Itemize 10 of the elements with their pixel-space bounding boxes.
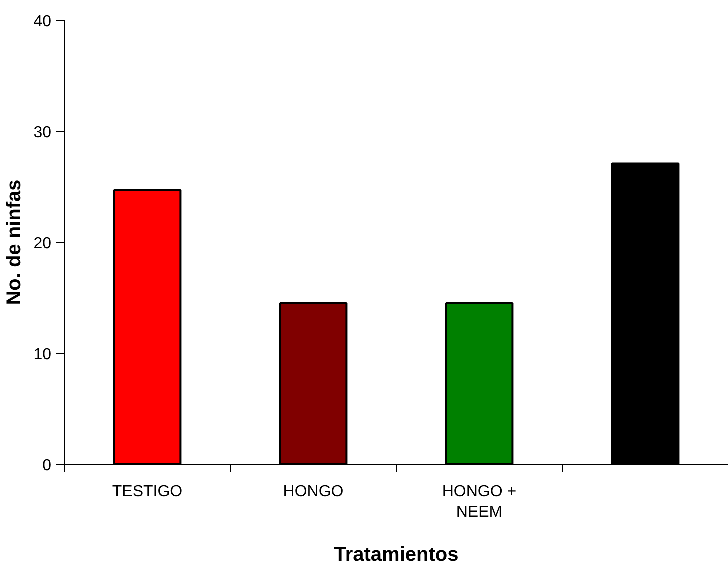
x-tick-label: TESTIGO [112,484,183,500]
x-tick-label: HONGO [283,484,344,500]
x-axis-title: Tratamientos [334,544,459,566]
y-tick-label: 20 [34,236,52,252]
y-tick-label: 40 [34,14,52,30]
y-tick-label: 30 [34,124,52,142]
y-tick-label: 0 [42,458,52,474]
y-tick-label: 10 [34,346,52,364]
x-tick-label: HONGO + NEEM [442,484,517,521]
y-axis-title: No. de ninfas [4,180,26,306]
